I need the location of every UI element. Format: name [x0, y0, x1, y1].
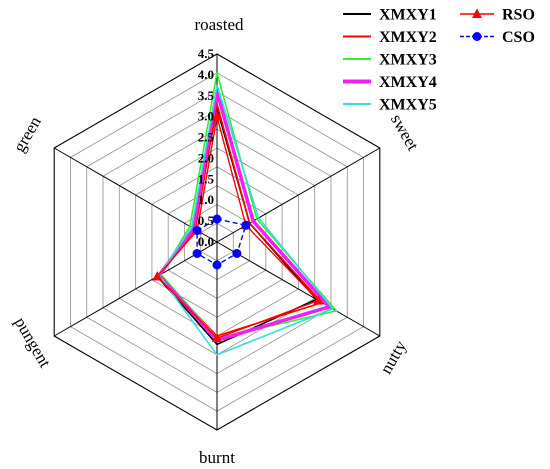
legend-label: CSO: [502, 29, 535, 46]
series-point: [232, 249, 242, 258]
series-point: [212, 260, 222, 270]
series-xmxy5: [158, 85, 335, 356]
axis-label-pungent: pungent: [11, 314, 55, 371]
series-point: [192, 226, 202, 235]
legend-marker: [472, 32, 482, 41]
tick-label: 2.5: [198, 130, 215, 145]
series-point: [212, 214, 222, 224]
axis-label-sweet: sweet: [387, 111, 423, 154]
tick-label: 1.0: [198, 192, 214, 207]
legend-item-xmxy3: XMXY3: [343, 52, 437, 69]
axis-label-burnt: burnt: [199, 448, 235, 467]
legend-label: XMXY3: [379, 52, 437, 69]
tick-label: 1.5: [198, 171, 215, 186]
series-point: [212, 332, 222, 343]
series-point: [241, 220, 251, 230]
legend-item-xmxy2: XMXY2: [343, 29, 437, 46]
tick-label: 0.0: [198, 234, 214, 249]
series-point: [192, 249, 202, 258]
series-point: [212, 111, 222, 121]
radar-series: [152, 72, 338, 356]
legend-item-xmxy1: XMXY1: [343, 7, 437, 24]
series-point: [152, 271, 163, 281]
tick-label: 0.5: [198, 213, 215, 228]
legend-label: XMXY4: [379, 74, 437, 91]
legend-label: RSO: [502, 7, 535, 24]
tick-label: 3.0: [198, 109, 214, 124]
axis-label-roasted: roasted: [194, 15, 244, 34]
legend-item-xmxy4: XMXY4: [343, 74, 437, 91]
legend-label: XMXY1: [379, 7, 437, 24]
legend: XMXY1 XMXY2 XMXY3 XMXY4 XMXY5 RSO CSO: [343, 7, 535, 114]
legend-marker: [472, 8, 482, 18]
axis-spoke: [216, 241, 381, 337]
tick-label: 4.0: [198, 67, 214, 82]
series-cso: [192, 214, 251, 270]
legend-item-xmxy5: XMXY5: [343, 97, 437, 114]
tick-label: 2.0: [198, 150, 214, 165]
radial-tick-labels: 0.0 0.5 1.0 1.5 2.0 2.5 3.0 3.5 4.0 4.5: [198, 46, 215, 249]
axis-label-green: green: [10, 113, 46, 156]
series-point: [313, 295, 324, 305]
series-rso: [152, 111, 324, 343]
series-line: [158, 85, 335, 356]
legend-label: XMXY2: [379, 29, 437, 46]
legend-item-rso: RSO: [460, 7, 535, 24]
tick-label: 4.5: [198, 46, 215, 61]
legend-label: XMXY5: [379, 97, 437, 114]
axis-spoke: [53, 241, 218, 337]
tick-label: 3.5: [198, 88, 215, 103]
axis-label-nutty: nutty: [376, 337, 410, 377]
legend-item-cso: CSO: [460, 29, 535, 46]
